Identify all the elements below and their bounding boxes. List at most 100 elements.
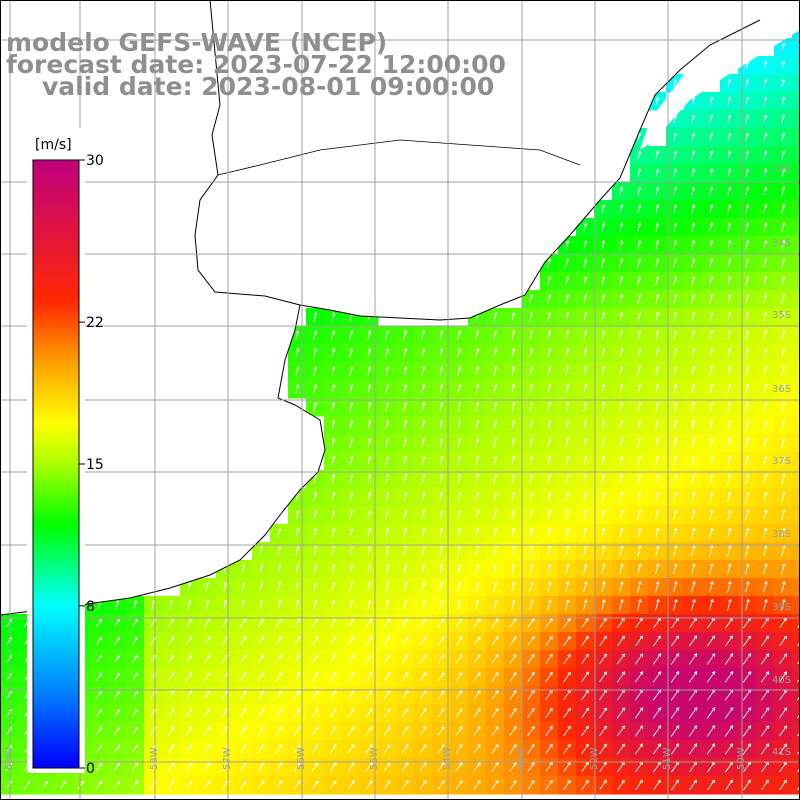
wind-arrow	[439, 581, 444, 593]
wind-arrow	[547, 599, 552, 611]
wind-arrow	[781, 473, 786, 485]
wind-arrow	[599, 707, 608, 719]
wind-arrow	[241, 563, 246, 574]
wind-arrow	[637, 563, 642, 575]
wind-arrow	[529, 294, 534, 304]
wind-arrow	[475, 437, 480, 448]
wind-arrow	[547, 348, 552, 358]
wind-arrow	[455, 762, 463, 772]
wind-arrow	[581, 707, 589, 719]
wind-arrow	[727, 383, 732, 394]
wind-cell	[792, 722, 800, 741]
wind-arrow	[113, 618, 121, 628]
wind-arrow	[403, 581, 408, 592]
wind-arrow	[655, 312, 660, 322]
wind-arrow	[601, 330, 606, 340]
wind-arrow	[257, 618, 265, 628]
wind-arrow	[529, 509, 534, 521]
wind-cell	[792, 452, 800, 471]
wind-arrow	[493, 312, 498, 322]
wind-arrow	[691, 455, 696, 467]
wind-arrow	[655, 222, 660, 232]
wind-arrow	[763, 293, 768, 304]
wind-arrow	[781, 401, 786, 413]
wind-arrow	[185, 726, 193, 736]
wind-arrow	[347, 708, 355, 718]
wind-arrow	[727, 419, 732, 431]
wind-arrow	[311, 690, 319, 700]
wind-arrow	[781, 581, 786, 593]
wind-arrow	[385, 527, 390, 538]
wind-arrow	[673, 294, 678, 304]
wind-arrow	[331, 456, 336, 466]
lat-label: 39S	[772, 602, 791, 613]
wind-arrow	[439, 599, 444, 611]
wind-arrow	[778, 707, 788, 719]
wind-arrow	[473, 618, 481, 628]
wind-arrow	[293, 672, 301, 682]
wind-arrow	[457, 348, 462, 358]
wind-arrow	[779, 779, 787, 791]
wind-arrow	[457, 581, 462, 593]
wind-arrow	[673, 599, 678, 611]
wind-arrow	[421, 509, 426, 520]
wind-arrow	[185, 708, 193, 718]
wind-arrow	[527, 762, 535, 772]
wind-arrow	[691, 150, 696, 160]
wind-arrow	[313, 599, 318, 610]
wind-arrow	[745, 437, 750, 449]
wind-arrow	[637, 150, 642, 160]
wind-arrow	[259, 545, 264, 556]
wind-arrow	[457, 366, 462, 376]
wind-arrow	[113, 708, 121, 718]
wind-arrow	[637, 204, 642, 214]
wind-arrow	[529, 527, 534, 539]
wind-arrow	[457, 473, 462, 484]
wind-arrow	[781, 599, 786, 611]
wind-arrow	[421, 563, 426, 574]
wind-arrow	[313, 545, 318, 556]
wind-arrow	[257, 708, 265, 718]
wind-arrow	[331, 545, 336, 556]
wind-arrow	[275, 762, 283, 772]
wind-arrow	[437, 780, 445, 790]
wind-arrow	[565, 527, 570, 539]
wind-arrow	[547, 276, 552, 286]
wind-arrow	[331, 509, 336, 520]
wind-arrow	[473, 726, 481, 736]
wind-arrow	[421, 384, 426, 394]
lon-label: 54W	[442, 747, 453, 770]
wind-arrow	[131, 744, 139, 754]
wind-arrow	[329, 780, 337, 790]
wind-arrow	[349, 509, 354, 520]
wind-arrow	[763, 240, 768, 250]
wind-arrow	[763, 329, 768, 340]
wind-arrow	[655, 294, 660, 304]
wind-arrow	[619, 545, 624, 557]
colorbar-tick-label: 15	[86, 457, 104, 473]
wind-arrow	[547, 473, 552, 484]
wind-arrow	[601, 240, 606, 250]
wind-cell	[792, 650, 800, 669]
wind-arrow	[457, 563, 462, 575]
wind-arrow	[295, 510, 300, 520]
wind-arrow	[673, 545, 678, 557]
wind-arrow	[259, 581, 264, 592]
wind-arrow	[637, 473, 642, 485]
wind-arrow	[581, 743, 589, 755]
wind-arrow	[367, 581, 372, 592]
wind-arrow	[509, 744, 517, 754]
wind-arrow	[527, 780, 535, 790]
wind-arrows	[5, 26, 800, 791]
wind-cell	[792, 110, 800, 129]
wind-arrow	[673, 312, 678, 322]
wind-arrow	[113, 690, 121, 700]
wind-arrow	[547, 330, 552, 340]
wind-arrow	[403, 438, 408, 448]
wind-arrow	[131, 762, 139, 772]
wind-arrow	[673, 168, 678, 178]
wind-arrow	[673, 150, 678, 160]
wind-cell	[792, 740, 800, 759]
wind-arrow	[619, 599, 624, 611]
wind-arrow	[185, 618, 193, 628]
